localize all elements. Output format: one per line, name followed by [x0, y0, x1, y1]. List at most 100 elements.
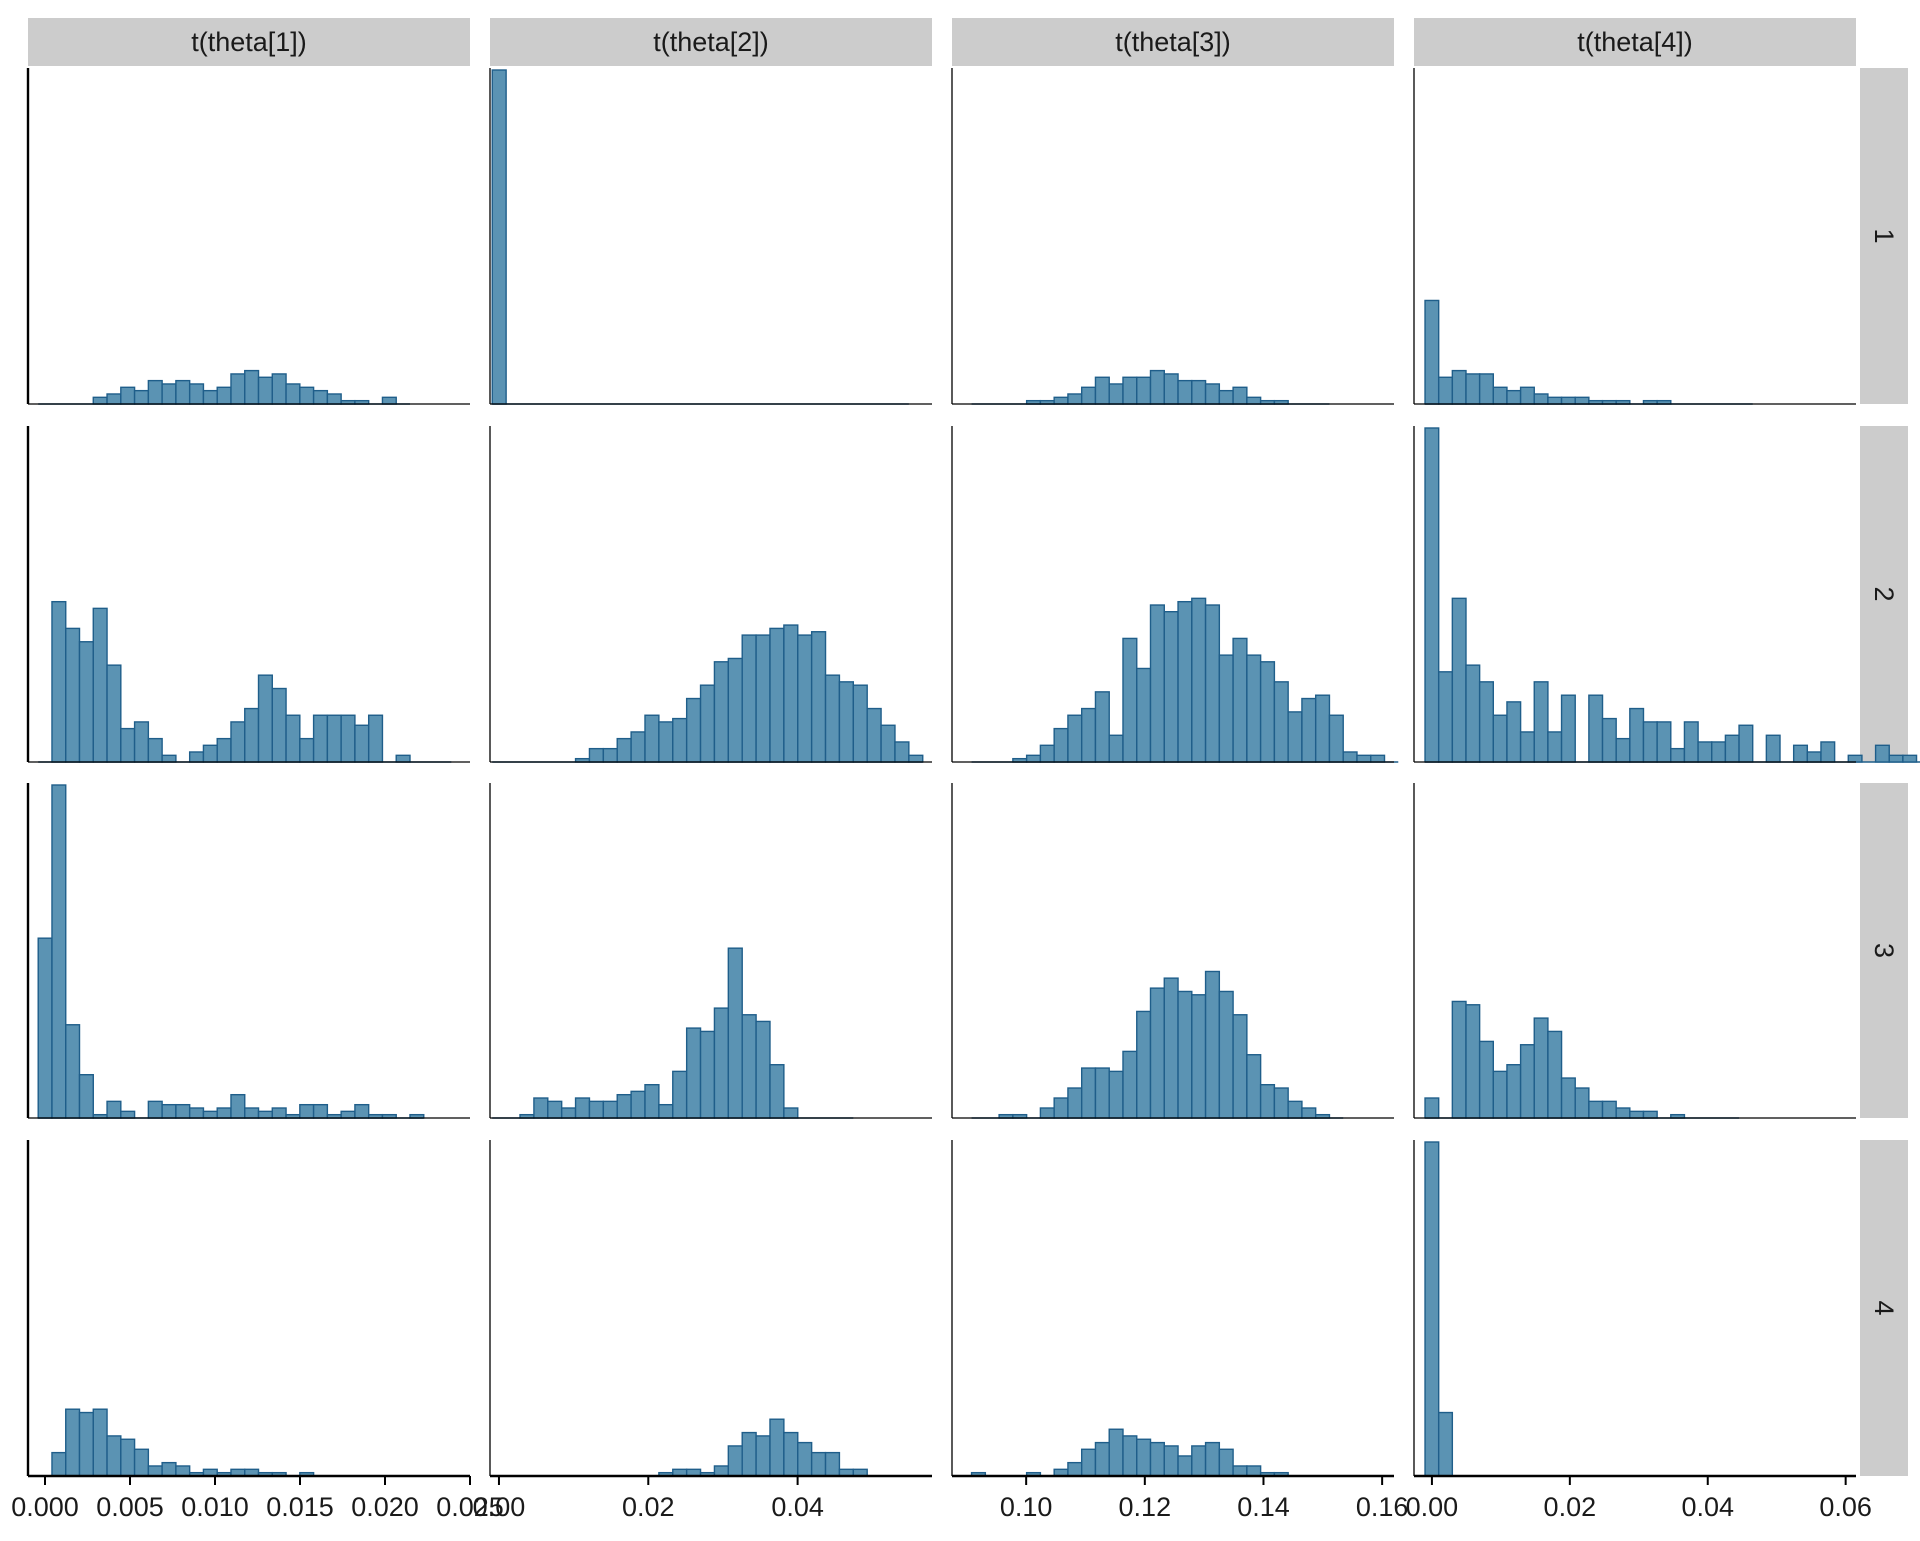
- panel-row1-col4: [1413, 68, 1856, 405]
- column-strip-background: [28, 18, 470, 66]
- histogram-bar: [1437, 376, 1454, 405]
- x-axis-ticks: 0.00 0.02 0.04: [473, 1476, 824, 1522]
- histogram-bar: [147, 1465, 163, 1477]
- row-strip-2: 2: [1860, 426, 1908, 762]
- histogram-bar: [1149, 1441, 1165, 1477]
- histogram-bar: [147, 737, 163, 763]
- histogram-bar: [1039, 744, 1055, 763]
- histogram-bar: [741, 1431, 757, 1477]
- histogram-bar: [699, 1030, 716, 1119]
- histogram-bar: [188, 1107, 205, 1119]
- x-tick-label: 0.010: [181, 1492, 249, 1522]
- histogram-bar: [65, 1408, 81, 1477]
- row-strip-label: 1: [1869, 228, 1899, 243]
- histogram-bar: [133, 1448, 150, 1477]
- histogram-bar: [1259, 1083, 1276, 1119]
- histogram-bar: [1067, 714, 1083, 763]
- histogram-bar: [1424, 1141, 1440, 1477]
- histogram-bar: [285, 714, 301, 763]
- histogram-bar: [1547, 1030, 1563, 1119]
- histogram-bar: [616, 737, 632, 763]
- histogram-bar: [133, 389, 150, 405]
- histogram-bar: [285, 383, 301, 405]
- histogram-bar: [630, 1090, 646, 1119]
- histogram-bar: [1122, 637, 1138, 763]
- panel-row3-col2: [489, 783, 932, 1119]
- histogram-bars: [492, 947, 854, 1119]
- histogram-bar: [299, 1103, 315, 1119]
- histogram-bar: [658, 1103, 674, 1119]
- panel-row3-col3: [951, 783, 1394, 1119]
- histogram-bars: [1424, 427, 1920, 763]
- histogram-bar: [672, 717, 688, 763]
- histogram-bar: [741, 634, 757, 763]
- histogram-bar: [616, 1093, 632, 1119]
- histogram-bar: [120, 1110, 136, 1119]
- panel-row2-col2: [489, 426, 932, 763]
- histogram-bars: [492, 624, 924, 763]
- histogram-bar: [244, 707, 260, 763]
- histogram-bar: [658, 721, 674, 763]
- histogram-bar: [1738, 724, 1754, 763]
- histogram-bar: [381, 396, 397, 405]
- histogram-bar: [797, 634, 813, 763]
- histogram-bar: [1874, 744, 1890, 763]
- histogram-bar: [1177, 1455, 1193, 1477]
- histogram-bar: [188, 383, 205, 405]
- histogram-bar: [755, 634, 771, 763]
- histogram-bar: [1246, 654, 1262, 763]
- column-strip-4: t(theta[4]): [1414, 18, 1856, 66]
- histogram-bar: [755, 1020, 771, 1119]
- histogram-bar: [1136, 376, 1152, 405]
- histogram-bar: [312, 1103, 329, 1119]
- histogram-bar: [1067, 1461, 1083, 1477]
- panel-row4-col2: 0.00 0.02 0.04: [473, 1140, 932, 1522]
- histogram-bars: [492, 1418, 882, 1477]
- histogram-bar: [1273, 681, 1289, 763]
- histogram-bar: [1888, 754, 1904, 763]
- histogram-bar: [257, 1110, 273, 1119]
- histogram-bar: [1053, 396, 1069, 405]
- histogram-bar: [894, 741, 910, 763]
- histogram-bar: [1218, 990, 1234, 1119]
- histogram-bar: [51, 784, 67, 1119]
- row-strip-label: 2: [1869, 586, 1899, 601]
- histogram-bar: [852, 684, 868, 763]
- x-tick-label: 0.04: [1681, 1492, 1734, 1522]
- histogram-bar: [1177, 600, 1193, 763]
- histogram-bar: [1191, 379, 1207, 405]
- histogram-bar: [810, 631, 827, 763]
- histogram-bar: [769, 627, 785, 763]
- x-tick-label: 0.10: [1000, 1492, 1053, 1522]
- histogram-bar: [1122, 376, 1138, 405]
- histogram-bar: [1424, 427, 1440, 763]
- histogram-bars: [1424, 1141, 1562, 1477]
- histogram-bar: [1547, 731, 1563, 763]
- histogram-bar: [547, 1100, 563, 1119]
- panel-row2-col1: [26, 426, 470, 763]
- histogram-bar: [1163, 611, 1179, 763]
- histogram-bar: [880, 724, 896, 763]
- histogram-bar: [216, 1107, 232, 1119]
- histogram-bar: [1080, 1448, 1097, 1477]
- x-tick-label: 0.020: [351, 1492, 419, 1522]
- column-strip-label: t(theta[2]): [653, 27, 769, 57]
- histogram-bar: [175, 379, 191, 405]
- histogram-bar: [78, 1411, 94, 1477]
- histogram-bar: [1094, 376, 1110, 405]
- histogram-bar: [1122, 1435, 1138, 1477]
- row-strip-background: [1860, 426, 1908, 762]
- histogram-bar: [1108, 734, 1124, 763]
- x-tick-label: 0.02: [622, 1492, 675, 1522]
- histogram-bar: [1711, 741, 1727, 763]
- histogram-bar: [299, 737, 315, 763]
- panel-row1-col1: [26, 68, 470, 405]
- histogram-bar: [244, 1107, 260, 1119]
- histogram-bar: [1025, 754, 1042, 763]
- histogram-bar: [1273, 1087, 1289, 1119]
- histogram-bar: [1136, 1010, 1152, 1119]
- row-strip-label: 4: [1869, 1300, 1899, 1315]
- panel-row3-col1: [26, 783, 470, 1119]
